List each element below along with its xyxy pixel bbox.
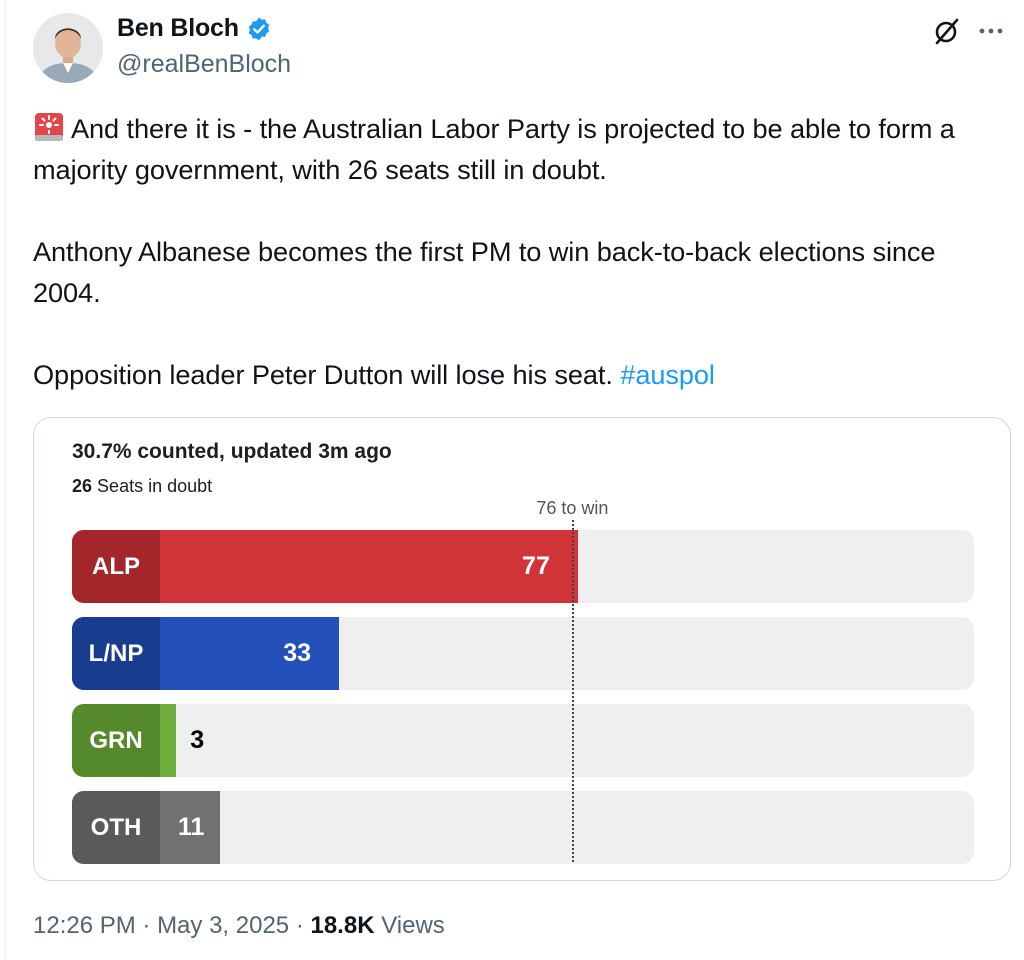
bar-row-lnp: L/NP 33 — [72, 617, 974, 690]
tweet-paragraph-1-text: And there it is - the Australian Labor P… — [33, 113, 955, 185]
tweet-paragraph-3: Opposition leader Peter Dutton will lose… — [33, 354, 1008, 395]
tweet-paragraph-2: Anthony Albanese becomes the first PM to… — [33, 236, 936, 308]
bar-row-grn: GRN 3 — [72, 704, 974, 777]
hashtag-link[interactable]: #auspol — [620, 359, 715, 390]
bar-value-label: 3 — [190, 726, 205, 754]
left-divider — [5, 0, 6, 960]
author-handle[interactable]: @realBenBloch — [117, 50, 292, 78]
bar-value-label: 77 — [522, 552, 550, 580]
bar-value-label: 33 — [283, 639, 312, 667]
more-options-button[interactable] — [974, 14, 1008, 48]
chart-subtitle: 26 Seats in doubt — [72, 476, 212, 497]
bar-label-background — [72, 704, 160, 777]
author-name-row: Ben Bloch — [117, 14, 272, 43]
grok-icon — [935, 18, 959, 45]
tweet-paragraph-1: And there it is - the Australian Labor P… — [33, 108, 1008, 190]
bar-party-label: L/NP — [88, 639, 144, 667]
bar-row-oth: OTH 11 — [72, 791, 974, 864]
threshold-line — [572, 520, 575, 862]
grok-button[interactable] — [930, 14, 964, 48]
bar-value-label: 11 — [178, 813, 205, 841]
media-card[interactable]: 30.7% counted, updated 3m ago 26 Seats i… — [33, 417, 1011, 881]
bar-label-background — [72, 617, 160, 690]
author-display-name[interactable]: Ben Bloch — [117, 14, 239, 42]
bar-label-background — [72, 791, 160, 864]
siren-icon — [35, 113, 63, 141]
more-dots-icon — [979, 28, 1003, 34]
bar-party-label: GRN — [89, 726, 143, 754]
threshold-label: 76 to win — [536, 498, 609, 518]
bar-label-background — [72, 530, 160, 603]
seats-in-doubt-label: Seats in doubt — [97, 476, 213, 496]
views-label: Views — [381, 912, 445, 939]
tweet-paragraph-3-text: Opposition leader Peter Dutton will lose… — [33, 359, 613, 390]
avatar[interactable] — [33, 13, 103, 83]
chart-title: 30.7% counted, updated 3m ago — [72, 440, 392, 463]
tweet-meta: 12:26 PM · May 3, 2025 · 18.8K Views — [33, 912, 445, 939]
avatar-portrait-icon — [33, 13, 103, 83]
tweet-time[interactable]: 12:26 PM — [33, 912, 136, 939]
tweet-text: And there it is - the Australian Labor P… — [33, 108, 1008, 395]
verified-badge-icon — [248, 17, 270, 40]
bar-row-alp: ALP 77 — [72, 530, 974, 603]
views-count: 18.8K — [310, 912, 375, 939]
seats-in-doubt-count: 26 — [72, 476, 93, 496]
bar-party-label: ALP — [92, 552, 140, 580]
tweet-date[interactable]: May 3, 2025 — [157, 912, 290, 939]
bar-party-label: OTH — [90, 813, 142, 841]
